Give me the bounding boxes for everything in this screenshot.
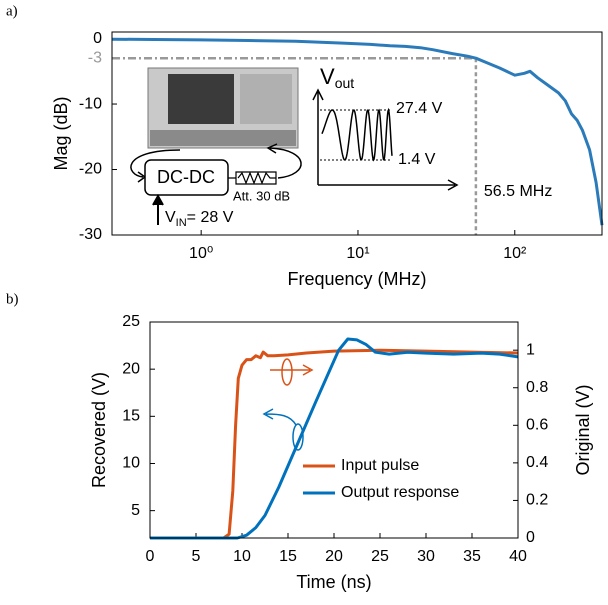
data-line [150, 348, 519, 540]
legend-label: Input pulse [341, 457, 419, 474]
panel-label: a) [6, 3, 18, 19]
legend-label: Output response [341, 484, 459, 501]
y-tick-label: 15 [122, 408, 140, 425]
cutoff-frequency-label: 56.5 MHz [484, 183, 552, 200]
attenuator [228, 171, 277, 185]
chirp-waveform [321, 107, 393, 162]
cutoff-level-label: -3 [88, 49, 102, 66]
x-tick-label: 15 [279, 548, 297, 565]
x-axis-label: Frequency (MHz) [287, 269, 426, 289]
x-tick-label: 10⁰ [189, 245, 213, 262]
y-axis-label: Recovered (V) [89, 372, 109, 488]
input-voltage-subscript: IN [176, 217, 187, 229]
cable [266, 143, 302, 179]
x-tick-label: 0 [146, 548, 155, 565]
annotation-arrow [262, 408, 297, 426]
instrument-screen [168, 74, 234, 124]
waveform-axes [312, 88, 459, 191]
x-axis-label: Time (ns) [296, 572, 371, 592]
axes-frame [111, 31, 603, 236]
axes-frame [149, 321, 519, 539]
data-line [111, 37, 604, 226]
x-tick-label: 30 [417, 548, 435, 565]
y-tick-label: 5 [131, 502, 140, 519]
y-tick-label: -10 [79, 95, 102, 112]
y-tick-label: -30 [79, 226, 102, 243]
output-voltage-symbol: V [320, 64, 335, 89]
high-level-label: 27.4 V [396, 100, 443, 117]
x-tick-label: 20 [325, 548, 343, 565]
x-tick-label: 35 [463, 548, 481, 565]
x-tick-label: 25 [371, 548, 389, 565]
y2-tick-label: 0 [526, 529, 535, 546]
output-voltage: Vout [320, 64, 354, 91]
instrument-panel [240, 74, 292, 124]
low-level-label: 1.4 V [398, 151, 436, 168]
output-voltage-subscript: out [335, 75, 355, 91]
y-tick-label: 20 [122, 360, 140, 377]
y2-tick-label: 0.8 [526, 379, 548, 396]
data-line [150, 337, 519, 540]
input-voltage-value: = 28 V [187, 209, 234, 226]
annotation-ellipse [292, 423, 304, 451]
y-axis-label: Mag (dB) [51, 96, 71, 170]
x-tick-label: 10² [503, 245, 527, 262]
y2-axis-label: Original (V) [573, 384, 593, 475]
y-tick-label: -20 [79, 161, 102, 178]
instrument-base [150, 130, 296, 146]
annotation-arrow [270, 364, 314, 376]
y2-tick-label: 0.4 [526, 454, 548, 471]
attenuator-label: Att. 30 dB [233, 188, 290, 203]
x-tick-label: 40 [509, 548, 527, 565]
panel-label: b) [6, 291, 19, 307]
y-tick-label: 0 [93, 30, 102, 47]
x-tick-label: 10¹ [346, 245, 369, 262]
y-tick-label: 10 [122, 455, 140, 472]
label-background [479, 180, 572, 204]
converter-label: DC-DC [157, 167, 215, 187]
input-arrow [152, 193, 164, 225]
y2-tick-label: 0.2 [526, 492, 548, 509]
annotation-ellipse [281, 358, 293, 386]
x-tick-label: 10 [233, 548, 251, 565]
y2-tick-label: 1 [526, 341, 535, 358]
x-tick-label: 5 [192, 548, 201, 565]
input-voltage: VIN= 28 V [165, 209, 234, 229]
input-voltage-symbol: V [165, 209, 176, 226]
y2-tick-label: 0.6 [526, 417, 548, 434]
y-tick-label: 25 [122, 313, 140, 330]
